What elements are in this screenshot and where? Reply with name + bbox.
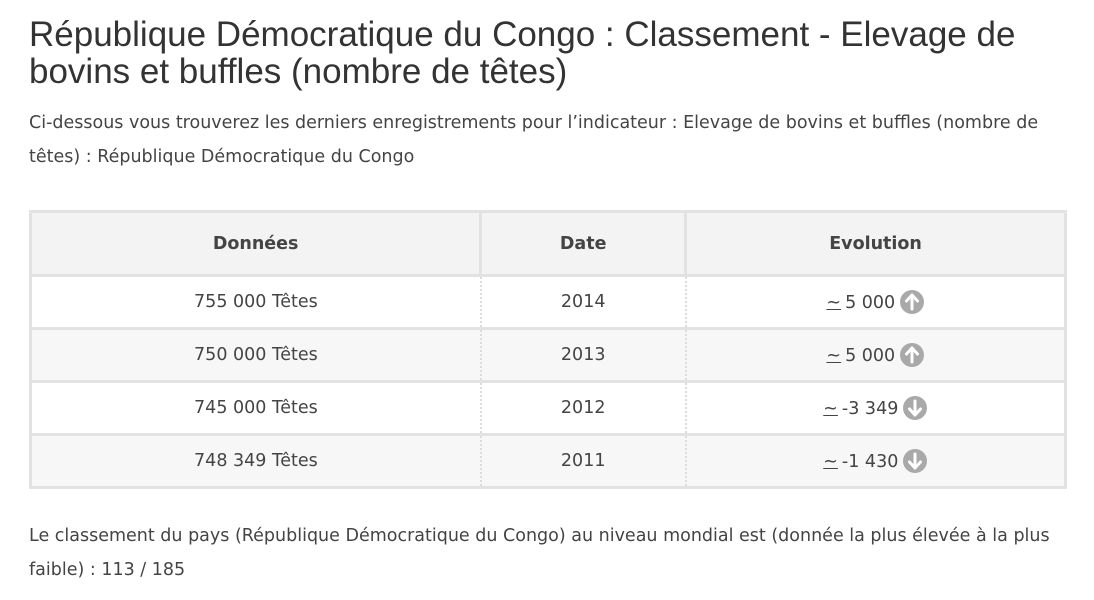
table-row: 748 349 Têtes 2011 ~ -1 430 — [30, 434, 1066, 488]
header-evolution: Evolution — [685, 211, 1066, 277]
header-date: Date — [480, 211, 688, 277]
cell-value: 755 000 Têtes — [30, 275, 482, 330]
evolution-value: 5 000 — [845, 346, 896, 366]
cell-value: 748 349 Têtes — [30, 434, 482, 488]
arrow-up-icon — [900, 290, 925, 314]
evolution-value: -3 349 — [841, 399, 899, 419]
cell-date: 2014 — [480, 275, 687, 330]
cell-value: 750 000 Têtes — [30, 328, 482, 383]
cell-date: 2013 — [480, 328, 687, 383]
approx-symbol: ~ — [826, 293, 842, 313]
approx-symbol: ~ — [826, 346, 842, 366]
evolution-value: -1 430 — [841, 452, 899, 472]
arrow-up-icon — [900, 343, 925, 367]
cell-date: 2012 — [480, 381, 687, 436]
arrow-down-icon — [903, 449, 928, 473]
cell-value: 745 000 Têtes — [30, 381, 482, 436]
table-row: 755 000 Têtes 2014 ~5 000 — [30, 275, 1066, 330]
cell-evolution: ~ -3 349 — [685, 381, 1066, 436]
intro-text: Ci-dessous vous trouverez les derniers e… — [29, 113, 1039, 167]
cell-date: 2011 — [480, 434, 687, 488]
cell-evolution: ~ -1 430 — [685, 434, 1066, 488]
cell-evolution: ~5 000 — [685, 328, 1066, 383]
header-data: Données — [30, 211, 483, 277]
approx-symbol: ~ — [823, 399, 838, 419]
ranking-text: Le classement du pays (République Démocr… — [29, 526, 1050, 580]
table-row: 745 000 Têtes 2012 ~ -3 349 — [30, 381, 1066, 436]
cell-evolution: ~5 000 — [685, 275, 1066, 330]
table-row: 750 000 Têtes 2013 ~5 000 — [30, 328, 1066, 383]
page-title: République Démocratique du Congo : Class… — [29, 15, 1016, 91]
evolution-value: 5 000 — [845, 293, 896, 313]
table-header-row: Données Date Evolution — [30, 211, 1066, 277]
data-table: Données Date Evolution 755 000 Têtes 201… — [29, 210, 1067, 489]
approx-symbol: ~ — [823, 452, 838, 472]
arrow-down-icon — [903, 396, 928, 420]
